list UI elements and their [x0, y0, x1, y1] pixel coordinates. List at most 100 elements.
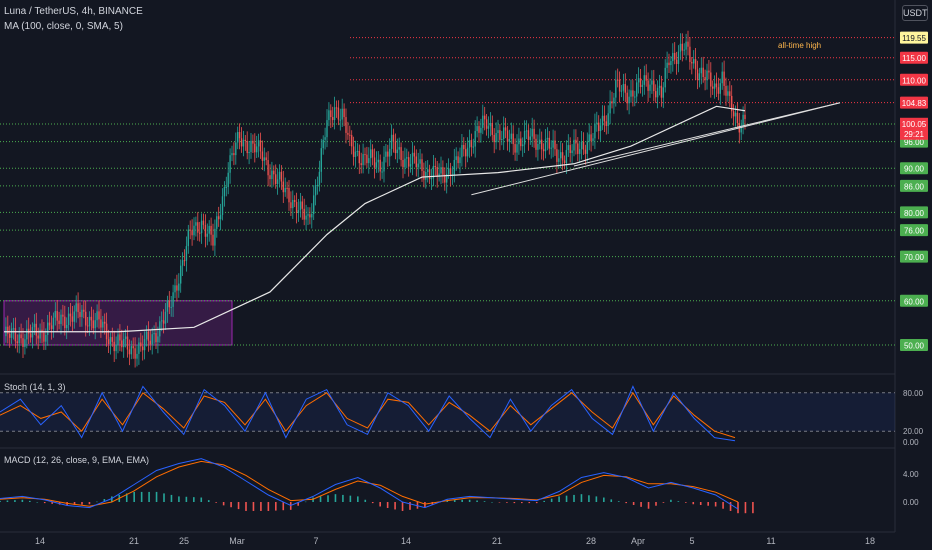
macd-histogram-bar [14, 500, 16, 502]
candle-body [161, 320, 163, 322]
candle-body [66, 324, 68, 329]
candle-body [514, 144, 516, 153]
level-tag [900, 224, 928, 237]
candle-body [736, 112, 739, 124]
candle-body [299, 201, 302, 210]
macd-histogram-bar [699, 502, 702, 505]
candle-body [466, 147, 469, 157]
candle-body [567, 145, 569, 151]
candle-body [432, 165, 435, 179]
trendline [573, 102, 841, 167]
candle-body [523, 131, 526, 145]
candle-body [400, 147, 402, 161]
last-price-tag [900, 117, 928, 140]
candle-body [442, 167, 444, 175]
candle-body [275, 174, 277, 184]
candle-body [546, 137, 549, 140]
macd-histogram-bar [207, 500, 210, 502]
candle-body [501, 138, 503, 140]
candle-body [202, 220, 205, 225]
candle-body [571, 150, 573, 154]
macd-histogram-bar [88, 502, 91, 505]
candle-body [166, 300, 169, 312]
candle-body [214, 228, 216, 246]
candle-body [729, 91, 731, 96]
candle-body [172, 292, 174, 307]
candle-body [162, 320, 165, 324]
candle-body [480, 127, 482, 133]
candle-body [670, 61, 672, 66]
candle-body [24, 339, 26, 348]
candle-body [668, 62, 670, 66]
candle-body [740, 125, 742, 133]
candle-body [7, 326, 9, 334]
candle-body [273, 170, 275, 175]
candle-body [14, 328, 17, 342]
candle-body [145, 331, 148, 340]
candle-body [132, 346, 134, 349]
candle-body [449, 168, 452, 177]
candle-body [143, 339, 146, 351]
macd-histogram-bar [662, 502, 665, 503]
candle-body [465, 149, 467, 157]
candle-body [463, 144, 465, 150]
candle-body [503, 127, 505, 139]
candle-body [92, 320, 94, 329]
candle-body [643, 75, 645, 85]
candle-body [294, 199, 296, 202]
candle-body [421, 159, 423, 171]
candle-body [200, 220, 203, 234]
candle-body [113, 341, 115, 352]
candle-body [71, 316, 74, 322]
candle-body [212, 234, 214, 246]
candle-body [343, 108, 345, 118]
candle-body [242, 139, 245, 147]
candle-body [237, 132, 239, 143]
candle-body [314, 185, 317, 196]
candle-body [675, 59, 678, 64]
candle-body [512, 133, 514, 145]
candle-body [286, 187, 288, 189]
candle-body [360, 163, 362, 166]
candle-body [459, 157, 461, 164]
candle-body [704, 77, 706, 81]
candle-body [647, 80, 649, 91]
candle-body [219, 214, 222, 220]
candle-body [123, 338, 125, 348]
candle-body [354, 151, 357, 157]
ma-indicator-label[interactable]: MA (100, close, 0, SMA, 5) [4, 21, 123, 32]
currency-button[interactable]: USDT [902, 5, 928, 21]
candle-body [529, 136, 531, 140]
macd-histogram-bar [692, 502, 695, 505]
candle-body [485, 119, 488, 129]
candle-body [269, 175, 271, 180]
macd-histogram-bar [707, 502, 709, 506]
macd-histogram-bar [550, 498, 553, 502]
macd-histogram-bar [133, 491, 135, 502]
candle-body [482, 115, 484, 128]
macd-histogram-bar [342, 494, 344, 502]
candle-body [250, 140, 252, 152]
candle-body [624, 84, 626, 93]
macd-histogram-bar [178, 496, 180, 502]
candle-body [447, 168, 450, 174]
candle-body [375, 162, 378, 168]
macd-histogram-bar [371, 502, 374, 504]
level-tag [900, 96, 928, 109]
candle-body [307, 214, 309, 216]
stoch-scale-label: 20.00 [903, 427, 924, 436]
candle-body [100, 319, 102, 328]
candle-body [478, 126, 480, 133]
countdown-text: 29:21 [904, 130, 925, 139]
macd-histogram-bar [148, 491, 150, 502]
candle-body [83, 309, 85, 312]
candle-body [468, 140, 471, 148]
candle-body [10, 328, 13, 338]
symbol-title: Luna / TetherUS, 4h, BINANCE [4, 6, 143, 17]
macd-scale-label: 4.00 [903, 470, 919, 479]
candle-body [349, 134, 351, 136]
level-tag [900, 179, 928, 192]
candle-body [626, 92, 628, 104]
macd-histogram-bar [625, 502, 627, 504]
